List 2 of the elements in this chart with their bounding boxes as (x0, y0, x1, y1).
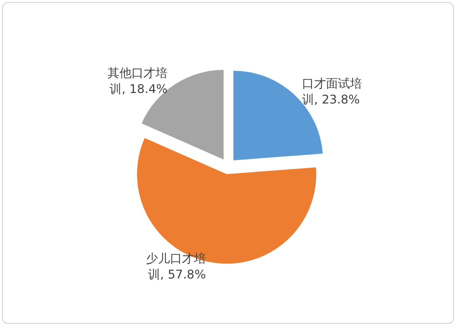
slice-label: 其他口才培训, 18.4% (107, 66, 168, 96)
slice-label: 口才面试培训, 23.8% (302, 76, 362, 107)
